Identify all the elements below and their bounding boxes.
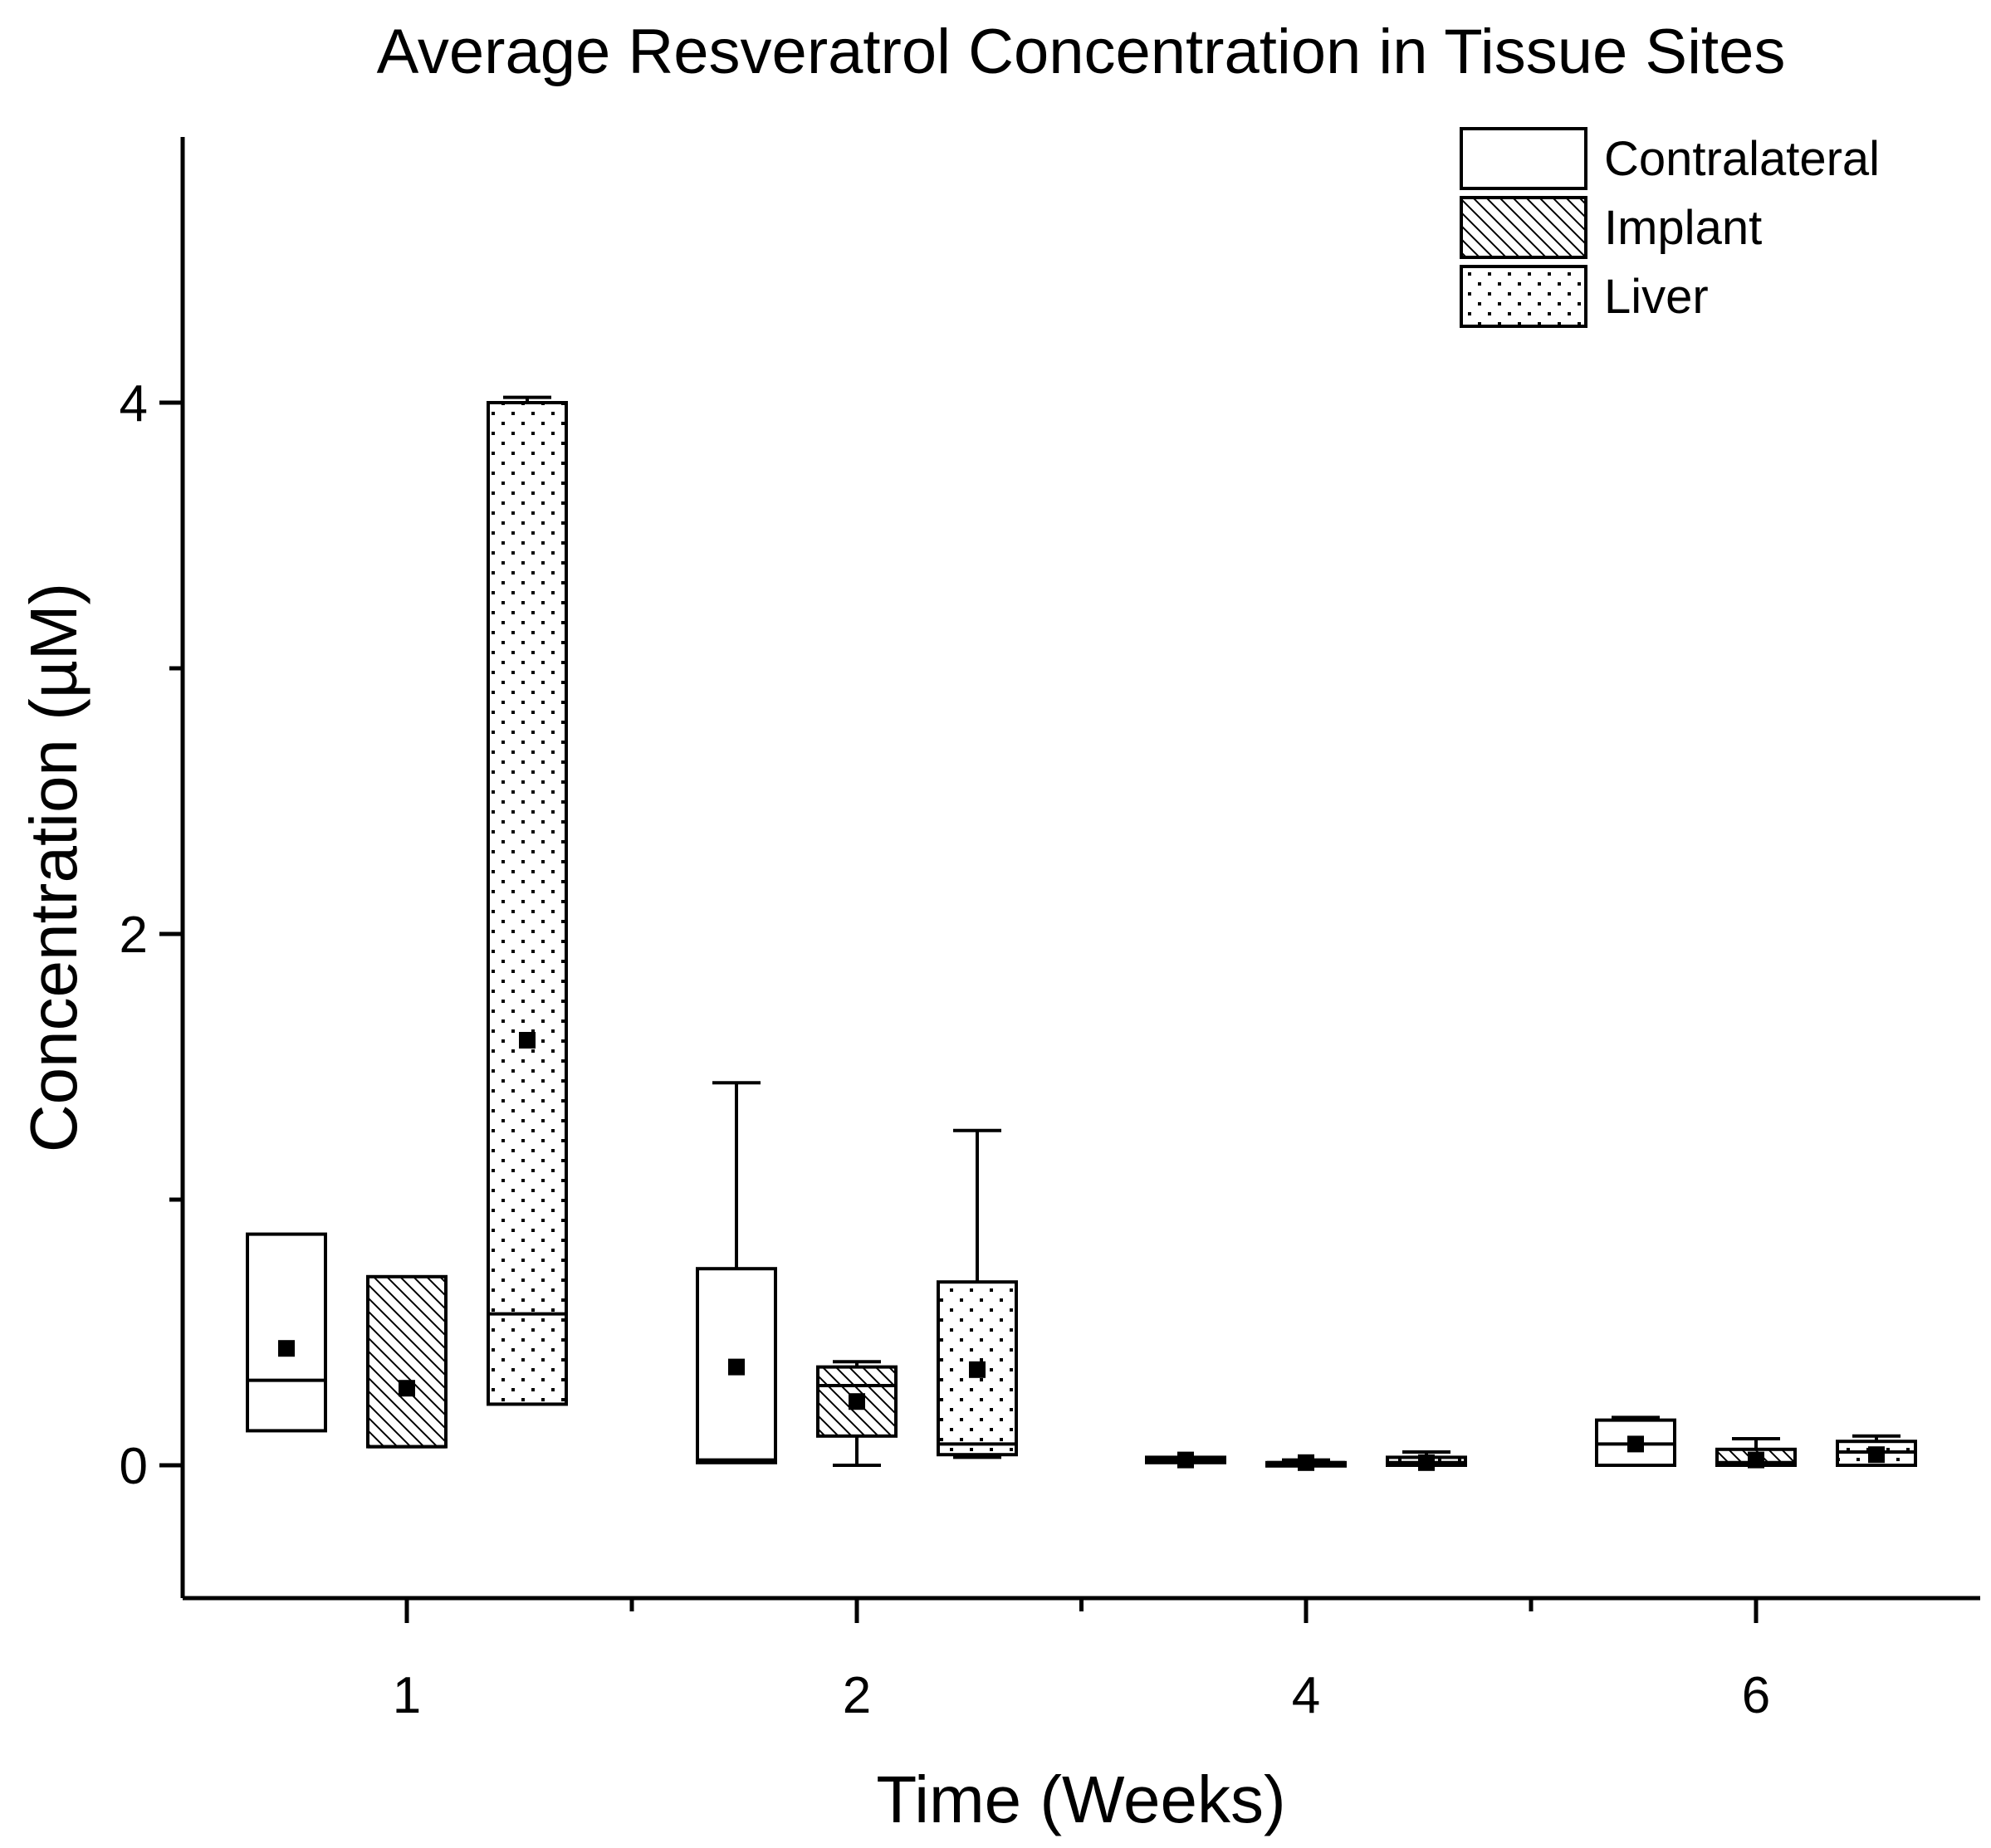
legend-item-liver: Liver [1460,265,1709,328]
mean-marker [1177,1451,1194,1469]
box-liver-2 [937,1128,1018,1459]
legend-label: Liver [1604,270,1709,324]
axes: 0 2 4 1 2 4 6 [120,137,1980,1724]
legend-swatch [1460,127,1587,190]
box-body [366,1274,448,1449]
y-tick-label: 2 [120,907,148,964]
box-contralateral-2 [696,1081,777,1464]
mean-marker [1418,1454,1435,1471]
mean-marker [1627,1435,1644,1453]
box-body [487,401,568,1406]
mean-marker [1868,1446,1885,1464]
mean-marker [849,1393,865,1410]
legend-item-implant: Implant [1460,196,1762,259]
box-contralateral-6 [1595,1415,1676,1467]
legend-label: Contralateral [1604,132,1880,186]
box-implant-1 [366,1274,448,1449]
mean-marker [399,1380,415,1397]
legend: Contralateral Implant Liver [1460,127,1880,328]
series-liver [487,395,1917,1471]
y-axis-label: Concentration (µM) [17,583,90,1152]
box-body [246,1232,327,1433]
box-implant-6 [1715,1437,1797,1469]
mean-marker [1298,1454,1314,1471]
mean-marker [278,1340,295,1357]
x-tick-label: 1 [393,1667,421,1724]
x-tick-label: 2 [843,1667,871,1724]
box-contralateral-4 [1145,1451,1226,1469]
mean-marker [519,1032,536,1049]
y-tick-label: 0 [120,1438,148,1495]
y-tick-label: 4 [120,375,148,433]
legend-swatch [1460,196,1587,259]
x-axis-label: Time (Weeks) [876,1762,1285,1836]
box-implant-4 [1265,1454,1347,1471]
chart-title: Average Resveratrol Concentration in Tis… [377,17,1786,87]
legend-label: Implant [1604,201,1762,255]
legend-item-contralateral: Contralateral [1460,127,1880,190]
x-tick-label: 6 [1742,1667,1770,1724]
box-liver-4 [1386,1450,1467,1471]
mean-marker [728,1358,745,1376]
series-implant [366,1274,1797,1471]
box-implant-2 [816,1360,898,1467]
box-contralateral-1 [246,1232,327,1433]
mean-marker [969,1361,986,1378]
x-tick-label: 4 [1292,1667,1320,1724]
series-contralateral [246,1081,1676,1469]
mean-marker [1748,1451,1764,1469]
plot-area [246,395,1917,1471]
box-liver-1 [487,395,568,1406]
legend-swatch [1460,265,1587,328]
box-liver-6 [1836,1434,1917,1467]
